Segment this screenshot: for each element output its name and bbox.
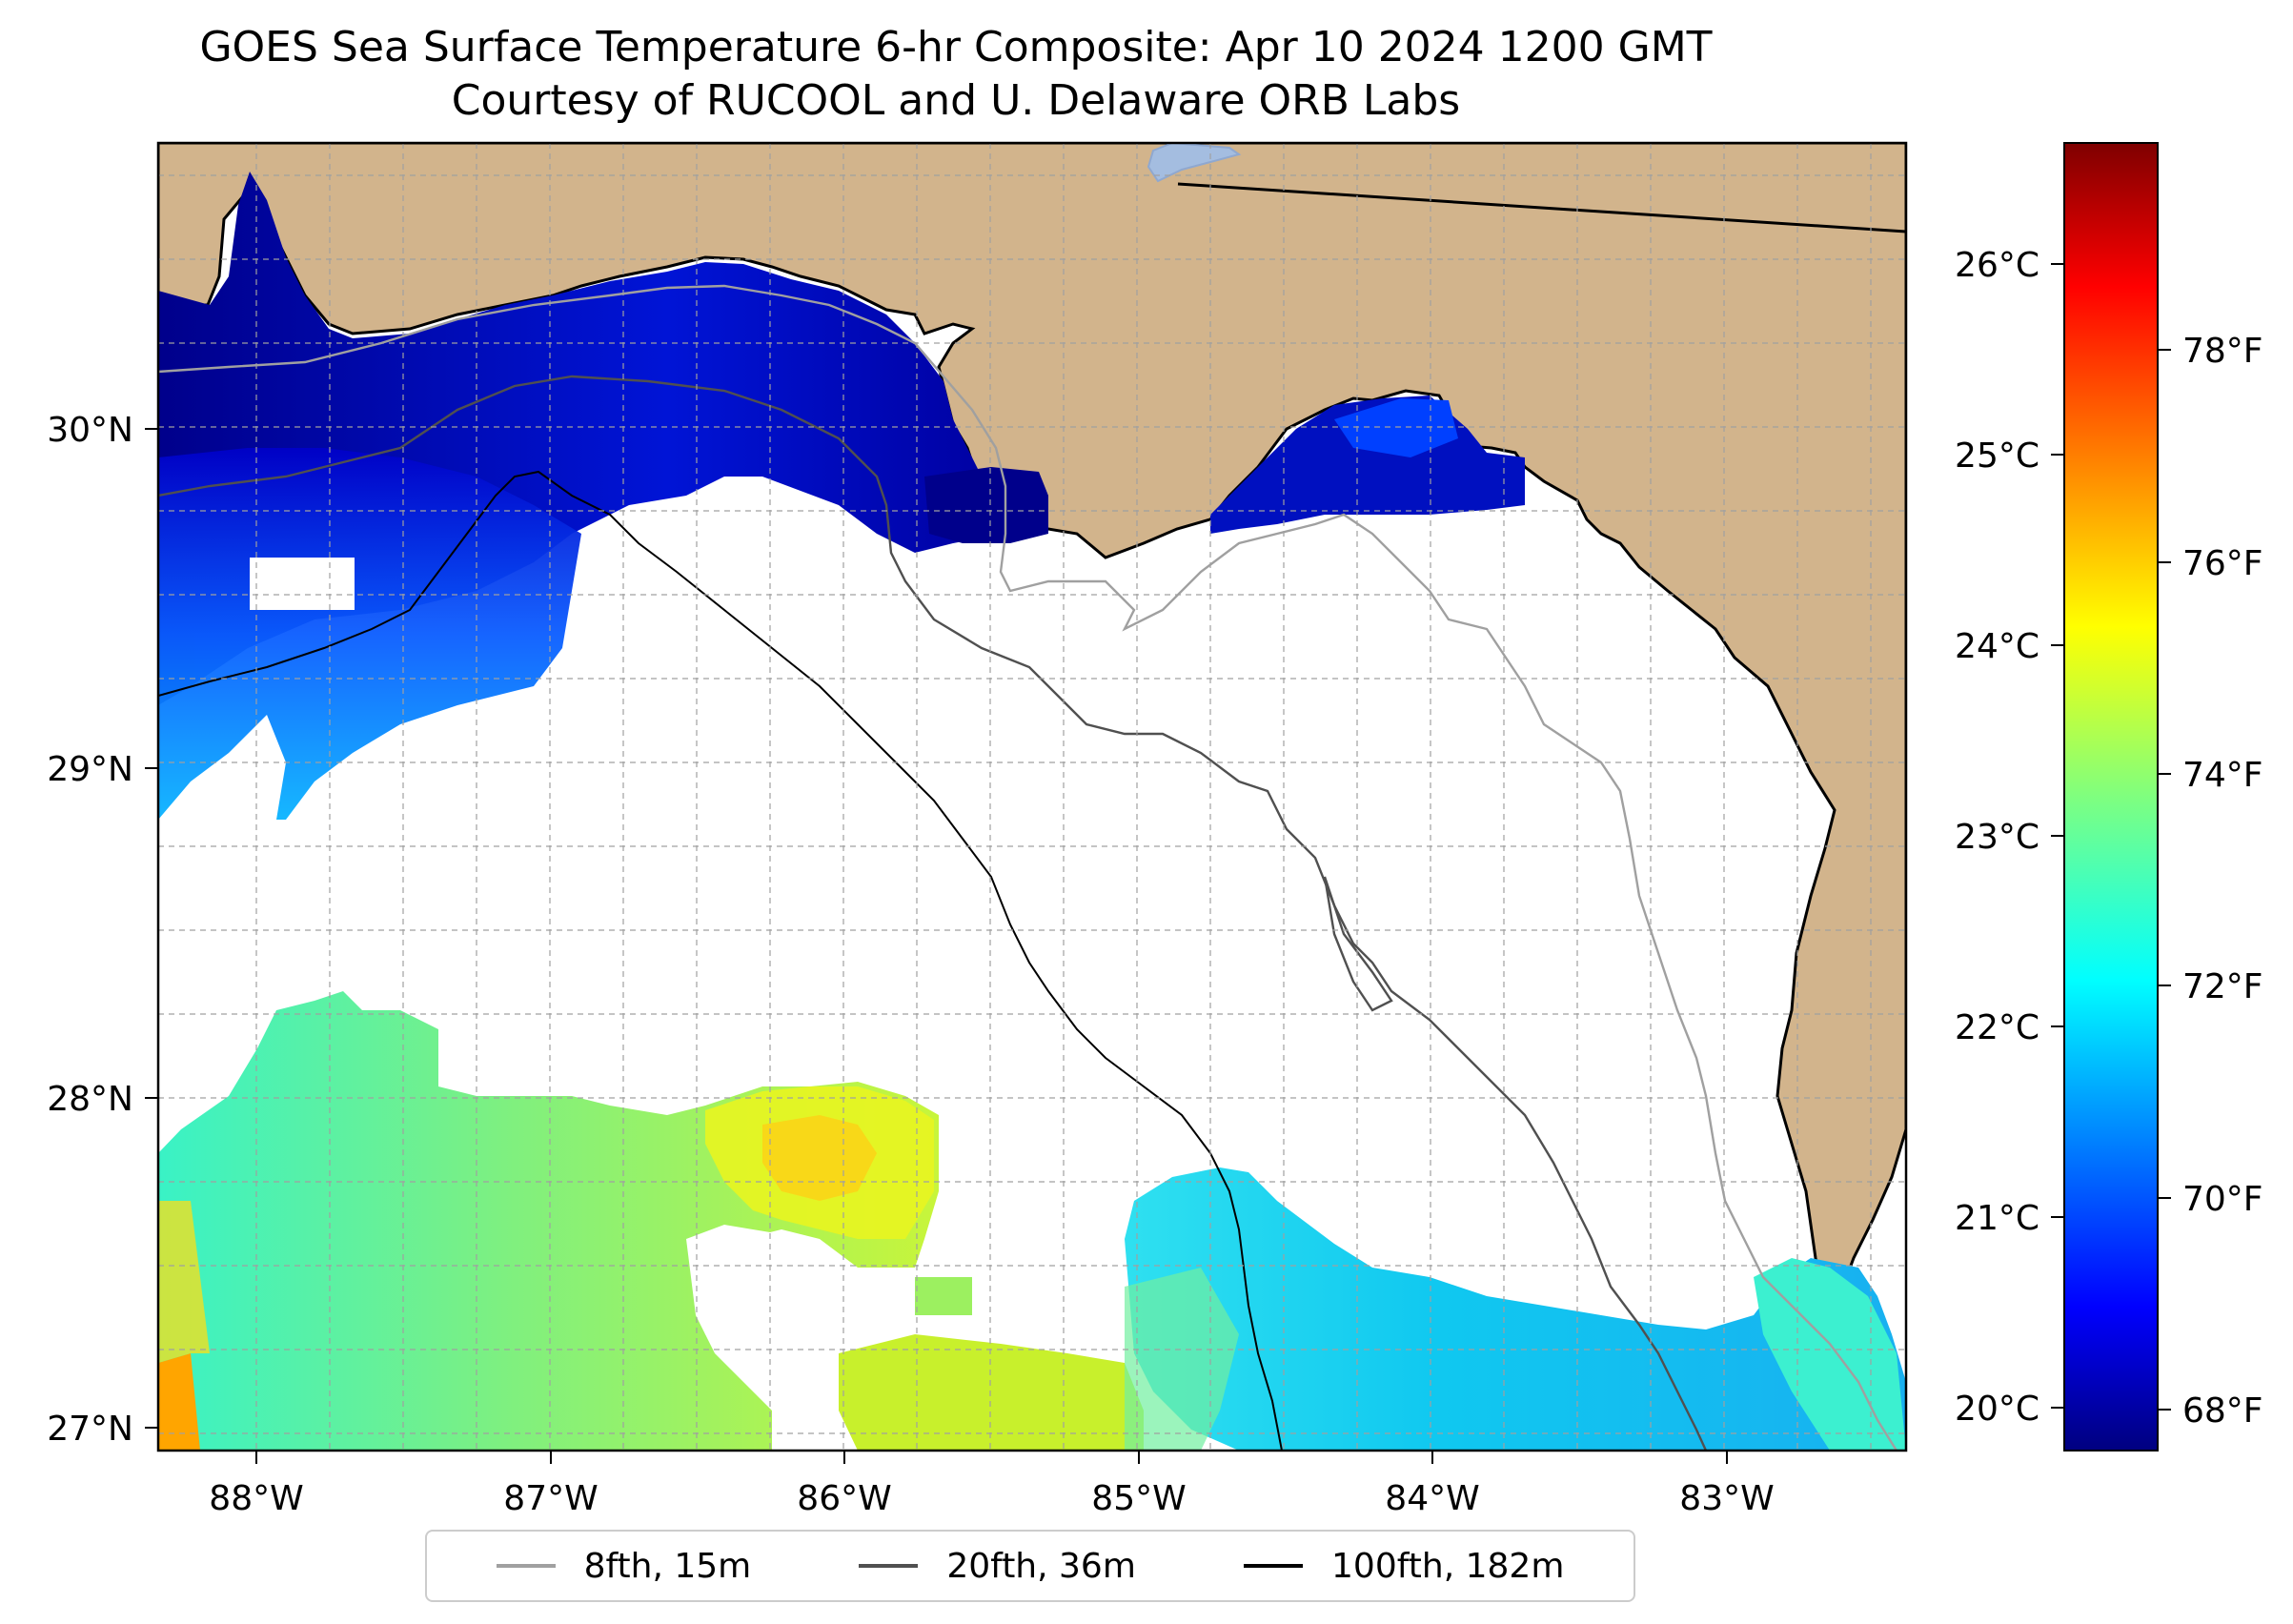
legend: 8fth, 15m 20fth, 36m 100fth, 182m [425,1530,1635,1602]
sst-southeast-region [1125,1167,1906,1451]
lon-label: 85°W [1091,1479,1186,1518]
legend-label: 20fth, 36m [946,1546,1136,1586]
legend-line-icon [496,1564,556,1568]
colorbar-celsius-label: 21°C [1955,1199,2039,1238]
colorbar-celsius-label: 23°C [1955,818,2039,857]
colorbar-celsius-label: 26°C [1955,246,2039,285]
colorbar-fahrenheit-label: 76°F [2182,544,2263,583]
legend-label: 100fth, 182m [1331,1546,1565,1586]
map-title: GOES Sea Surface Temperature 6-hr Compos… [199,23,1713,71]
colorbar-fahrenheit-label: 74°F [2182,756,2263,795]
contour-100fth [158,470,1283,1451]
map-area [156,141,1908,1452]
lat-label: 28°N [47,1080,133,1119]
lon-label: 88°W [209,1479,303,1518]
lon-label: 86°W [797,1479,891,1518]
legend-item-8fth: 8fth, 15m [496,1546,752,1586]
map-subtitle: Courtesy of RUCOOL and U. Delaware ORB L… [451,76,1461,125]
colorbar-fahrenheit-label: 78°F [2182,332,2263,371]
lat-label: 29°N [47,750,133,789]
colorbar-celsius-label: 20°C [1955,1390,2039,1429]
lon-label: 84°W [1385,1479,1479,1518]
legend-item-100fth: 100fth, 182m [1244,1547,1564,1586]
contour-20fth [158,375,1708,1451]
colorbar-celsius-label: 22°C [1955,1008,2039,1047]
colorbar-fahrenheit-label: 70°F [2182,1180,2263,1219]
lat-label: 27°N [47,1410,133,1449]
lat-label: 30°N [47,411,133,450]
lon-label: 87°W [503,1479,598,1518]
colorbar-celsius-label: 24°C [1955,627,2039,666]
colorbar: 26°C 25°C 24°C 23°C 22°C 21°C 20°C 78°F … [1955,142,2263,1451]
legend-line-icon [1244,1564,1304,1568]
colorbar-fahrenheit-label: 72°F [2182,967,2263,1006]
colorbar-fahrenheit-label: 68°F [2182,1391,2263,1431]
map-gridlines [158,143,1906,1451]
legend-item-20fth: 20fth, 36m [859,1547,1136,1586]
colorbar-celsius-label: 25°C [1955,436,2039,476]
legend-label: 8fth, 15m [583,1546,752,1586]
sst-blue-gradient [158,448,581,820]
contour-8fth [158,284,1898,1451]
lon-label: 83°W [1679,1479,1774,1518]
legend-line-icon [859,1564,919,1568]
